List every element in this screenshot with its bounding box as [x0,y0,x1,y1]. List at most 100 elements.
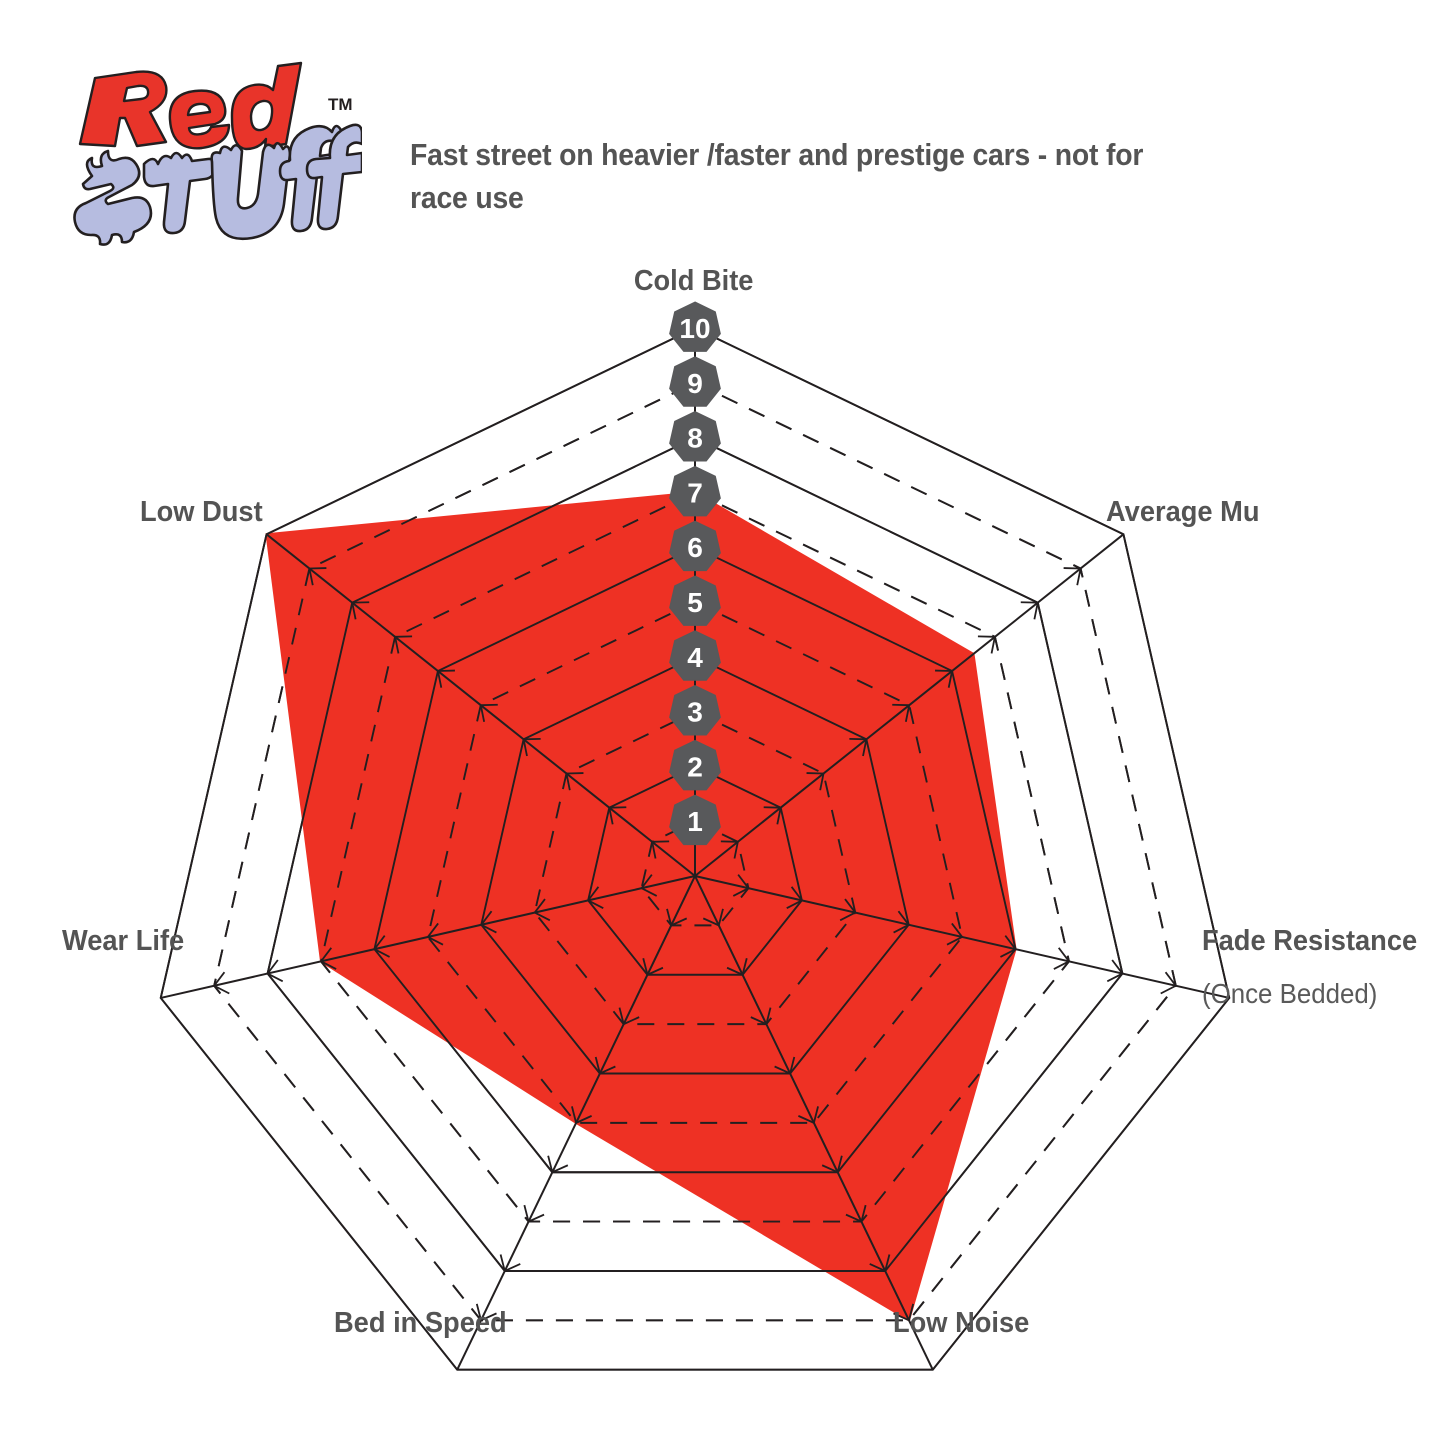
scale-badge-9 [669,356,721,407]
radar-tick-bed-in-speed-9 [475,1303,482,1321]
radar-tick-wear-life-3 [534,911,551,922]
radar-tick-bed-in-speed-8 [504,1263,521,1272]
radar-tick-low-noise-7 [860,1204,867,1222]
radar-tick-low-noise-5 [798,1115,815,1124]
radar-tick-low-dust-3 [565,773,571,791]
radar-tick-bed-in-speed-6 [547,1155,554,1173]
radar-tick-bed-in-speed-3 [623,1016,640,1025]
axis-label-fade-resistance: Fade Resistance [1202,925,1418,957]
radar-tick-fade-resistance-8 [1111,959,1124,975]
radar-series-polygon [265,491,1017,1322]
radar-tick-wear-life-2 [587,899,604,909]
scale-badge-3 [669,685,721,736]
radar-ring-overlay-6 [373,546,1017,1174]
radar-tick-low-noise-8 [869,1263,886,1272]
scale-badge-label-5: 5 [687,587,703,618]
radar-tick-low-dust-4 [522,739,528,757]
radar-ring-overlay-1 [640,820,750,927]
radar-series-layer [159,326,1231,1371]
trademark-symbol: TM [328,95,353,114]
radar-tick-low-noise-9 [908,1303,915,1321]
radar-tick-bed-in-speed-7 [523,1204,530,1222]
radar-tick-bed-in-speed-1 [670,917,688,927]
radar-tick-low-noise-2 [726,966,743,976]
radar-tick-low-dust-6 [437,670,443,688]
radar-tick-wear-life-3 [534,898,546,914]
radar-tick-bed-in-speed-3 [618,1007,625,1025]
radar-tick-fade-resistance-5 [946,936,963,946]
radar-tick-wear-life-9 [213,971,226,987]
radar-tick-average-mu-3 [819,773,825,791]
scale-badge-label-4: 4 [687,642,703,673]
radar-tick-fade-resistance-4 [897,910,910,926]
axis-label-low-noise: Low Noise [893,1307,1030,1339]
radar-tick-fade-resistance-9 [1160,984,1177,995]
radar-tick-fade-resistance-7 [1053,960,1070,970]
radar-tick-fade-resistance-8 [1106,972,1123,983]
radar-tick-low-noise-3 [765,1007,772,1025]
scale-badge-6 [669,520,721,572]
radar-tick-fade-resistance-4 [893,923,910,934]
radar-tick-average-mu-2 [776,807,782,825]
radar-tick-fade-resistance-6 [1004,935,1017,950]
radar-tick-low-dust-8 [351,602,357,620]
radar-tick-fade-resistance-3 [839,911,856,922]
radar-tick-average-mu-7 [990,636,996,654]
radar-tick-low-noise-6 [821,1164,839,1174]
radar-tick-wear-life-6 [373,935,386,950]
scale-badge-label-7: 7 [687,477,703,508]
scale-badge-1 [669,794,721,846]
axis-label-wear-life: Wear Life [62,925,185,957]
redstuff-logo: TM [62,58,362,253]
radar-tick-fade-resistance-6 [1000,948,1016,958]
radar-tick-average-mu-5 [904,704,911,723]
radar-tick-wear-life-4 [480,923,497,934]
radar-tick-wear-life-2 [587,886,600,901]
radar-tick-low-noise-8 [884,1254,891,1272]
radar-tick-fade-resistance-9 [1164,971,1177,987]
radar-ring-overlay-10 [159,326,1231,1371]
radar-tick-low-noise-5 [813,1106,819,1124]
axis-label-average-mu: Average Mu [1106,496,1260,528]
radar-tick-low-noise-4 [789,1056,796,1074]
radar-tick-low-noise-1 [702,917,720,927]
radar-tick-low-noise-3 [750,1016,767,1025]
radar-tick-low-noise-7 [845,1213,862,1223]
radar-tick-average-mu-4 [862,739,868,757]
radar-tick-wear-life-4 [480,910,493,926]
scale-badge-7 [669,465,721,517]
radar-scale-badge-layer: 10 9 8 7 6 5 4 3 2 1 [669,301,721,846]
scale-badge-label-9: 9 [687,368,703,399]
radar-tick-wear-life-9 [213,984,230,995]
radar-tick-bed-in-speed-9 [480,1312,497,1322]
scale-badge-8 [669,411,721,462]
radar-tick-low-noise-2 [741,958,748,975]
radar-ring-overlay-3 [533,710,857,1026]
radar-tick-low-dust-2 [608,807,614,825]
radar-tick-fade-resistance-2 [786,899,803,909]
radar-ring-overlay-9 [213,381,1177,1322]
radar-tick-low-dust-7 [394,636,400,654]
radar-tick-fade-resistance-1 [732,887,749,897]
radar-tick-bed-in-speed-6 [551,1164,569,1174]
radar-tick-wear-life-7 [320,960,337,970]
radar-tick-wear-life-1 [641,887,658,897]
radar-tick-layer [213,382,1177,1322]
radar-tick-wear-life-6 [374,948,390,958]
scale-badge-label-8: 8 [687,423,703,454]
radar-tick-average-mu-8 [1033,602,1039,620]
scale-badge-label-10: 10 [679,313,710,344]
scale-badge-5 [669,575,721,626]
radar-tick-bed-in-speed-2 [642,958,649,975]
scale-badge-4 [669,630,721,681]
radar-tick-fade-resistance-7 [1058,947,1070,962]
radar-tick-bed-in-speed-8 [499,1254,506,1272]
radar-tick-wear-life-5 [427,922,439,938]
radar-tick-average-mu-1 [733,841,739,859]
radar-ring-overlay-5 [426,600,964,1124]
radar-tick-fade-resistance-3 [844,898,856,914]
scale-badge-label-3: 3 [687,697,703,728]
scale-badge-label-1: 1 [687,806,703,837]
radar-tick-bed-in-speed-5 [575,1115,592,1124]
